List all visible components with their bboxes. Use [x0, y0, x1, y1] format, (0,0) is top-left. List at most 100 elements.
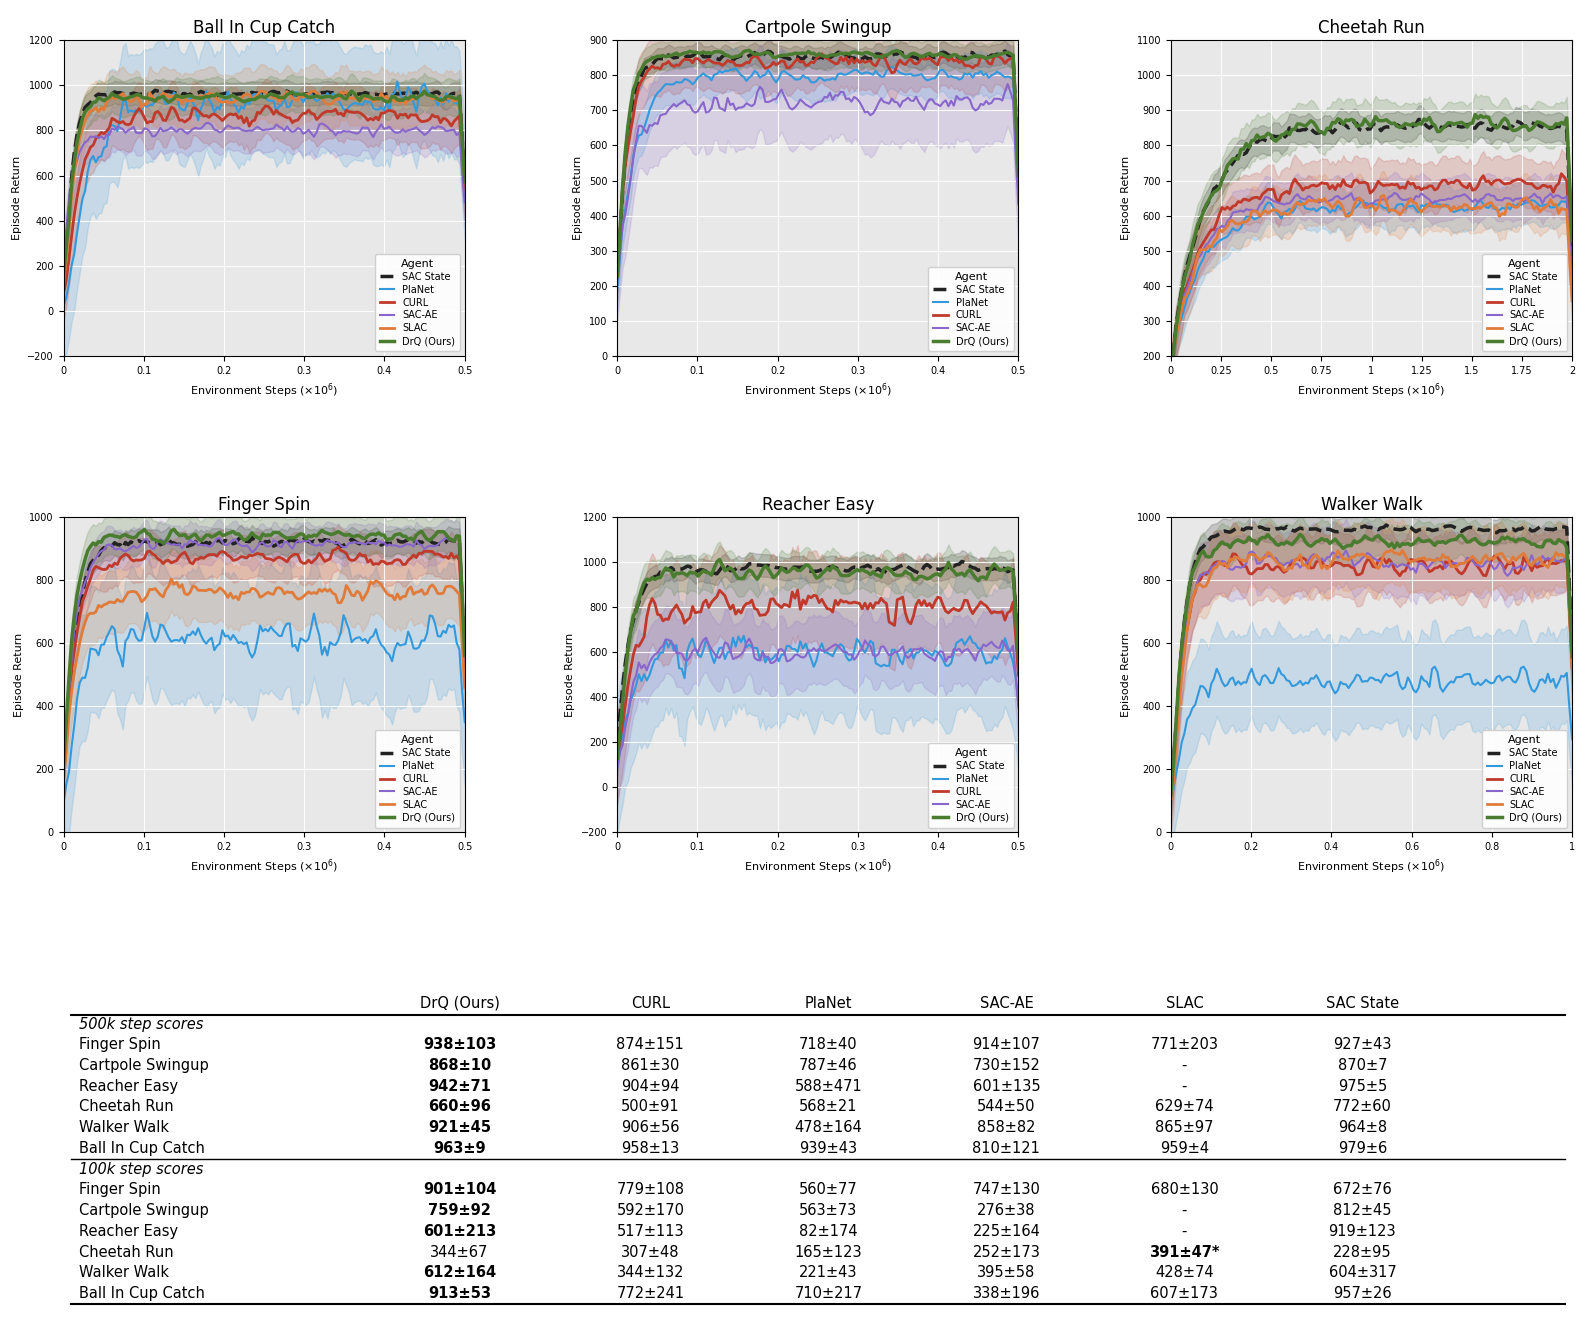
SAC State [818, 561, 837, 577]
SAC-AE [1337, 542, 1356, 558]
SAC-AE [1320, 193, 1339, 209]
SAC-AE [942, 649, 961, 665]
Legend: SAC State, PlaNet, CURL, SAC-AE, SLAC, DrQ (Ours): SAC State, PlaNet, CURL, SAC-AE, SLAC, D… [1482, 731, 1567, 827]
DrQ (Ours) [387, 92, 407, 108]
Text: 228±95: 228±95 [1332, 1244, 1391, 1259]
Text: Finger Spin: Finger Spin [78, 1037, 160, 1052]
SAC State [1293, 122, 1312, 138]
SLAC [186, 90, 205, 106]
SAC State [1372, 123, 1391, 139]
PlaNet [1390, 197, 1409, 213]
Line: PlaNet: PlaNet [618, 636, 1018, 768]
DrQ (Ours) [942, 561, 961, 577]
PlaNet [818, 71, 837, 87]
SLAC [162, 571, 181, 587]
Text: 100k step scores: 100k step scores [78, 1161, 203, 1176]
Text: 607±173: 607±173 [1150, 1286, 1218, 1301]
SAC State [213, 535, 232, 551]
PlaNet [54, 298, 73, 314]
Text: 344±132: 344±132 [616, 1266, 684, 1280]
Text: 428±74: 428±74 [1154, 1266, 1213, 1280]
PlaNet [279, 98, 299, 114]
PlaNet [216, 629, 235, 645]
SAC-AE [608, 272, 627, 288]
Text: 938±103: 938±103 [422, 1037, 495, 1052]
DrQ (Ours) [456, 174, 475, 190]
Text: 975±5: 975±5 [1337, 1078, 1386, 1093]
CURL [1008, 666, 1027, 682]
SLAC [283, 585, 302, 601]
SAC-AE [1374, 559, 1393, 575]
SAC State [1442, 118, 1461, 134]
CURL [813, 45, 832, 62]
SAC State [1293, 520, 1312, 537]
DrQ (Ours) [821, 47, 840, 63]
DrQ (Ours) [740, 43, 759, 59]
DrQ (Ours) [283, 530, 302, 546]
PlaNet [734, 628, 753, 644]
Text: 601±135: 601±135 [972, 1078, 1040, 1093]
CURL [1439, 175, 1458, 191]
DrQ (Ours) [1320, 120, 1339, 136]
Text: 779±108: 779±108 [616, 1183, 684, 1198]
PlaNet [742, 640, 761, 656]
X-axis label: Environment Steps ($\times 10^6$): Environment Steps ($\times 10^6$) [1297, 381, 1445, 400]
Text: 252±173: 252±173 [972, 1244, 1040, 1259]
Title: Ball In Cup Catch: Ball In Cup Catch [194, 19, 335, 37]
DrQ (Ours) [888, 567, 907, 583]
SLAC [1390, 547, 1409, 563]
Text: 500±91: 500±91 [621, 1100, 680, 1115]
Text: 660±96: 660±96 [429, 1100, 491, 1115]
Text: 563±73: 563±73 [799, 1203, 858, 1218]
SAC State [283, 533, 302, 549]
Line: CURL: CURL [1170, 174, 1572, 372]
PlaNet [1293, 195, 1312, 211]
DrQ (Ours) [267, 524, 286, 541]
SAC State [834, 45, 853, 62]
PlaNet [1008, 185, 1027, 201]
Text: 629±74: 629±74 [1154, 1100, 1213, 1115]
SLAC [1372, 189, 1391, 205]
Text: Cheetah Run: Cheetah Run [78, 1100, 173, 1115]
SAC State [1320, 522, 1339, 538]
Y-axis label: Episode Return: Episode Return [565, 633, 575, 717]
SLAC [1372, 557, 1391, 573]
PlaNet [189, 619, 208, 636]
Line: CURL: CURL [1170, 554, 1572, 791]
SAC-AE [1372, 191, 1391, 207]
SLAC [1374, 187, 1393, 203]
PlaNet [942, 68, 961, 84]
DrQ (Ours) [837, 45, 856, 62]
Text: DrQ (Ours): DrQ (Ours) [419, 995, 500, 1010]
Line: DrQ (Ours): DrQ (Ours) [1170, 534, 1572, 795]
Text: 906±56: 906±56 [621, 1120, 680, 1135]
CURL [1223, 546, 1242, 562]
SLAC [54, 277, 73, 293]
SAC-AE [697, 630, 716, 646]
Text: 919±123: 919±123 [1329, 1224, 1396, 1239]
CURL [1493, 174, 1512, 190]
SLAC [213, 95, 232, 111]
PlaNet [1563, 285, 1582, 301]
PlaNet [1374, 199, 1393, 215]
SLAC [1442, 203, 1461, 219]
SLAC [1496, 206, 1515, 222]
SAC State [740, 47, 759, 63]
SAC State [885, 561, 904, 577]
CURL [1390, 567, 1409, 583]
CURL [740, 55, 759, 71]
SLAC [279, 87, 299, 103]
Line: CURL: CURL [618, 54, 1018, 272]
SAC State [1161, 367, 1180, 383]
Text: SAC State: SAC State [1326, 995, 1399, 1010]
SAC State [939, 559, 958, 575]
CURL [837, 593, 856, 609]
SAC-AE [264, 533, 283, 549]
DrQ (Ours) [1496, 110, 1515, 126]
Line: SAC-AE: SAC-AE [64, 123, 465, 256]
CURL [821, 601, 840, 617]
Line: PlaNet: PlaNet [1170, 666, 1572, 805]
PlaNet [456, 714, 475, 731]
SLAC [216, 585, 235, 601]
DrQ (Ours) [54, 268, 73, 284]
